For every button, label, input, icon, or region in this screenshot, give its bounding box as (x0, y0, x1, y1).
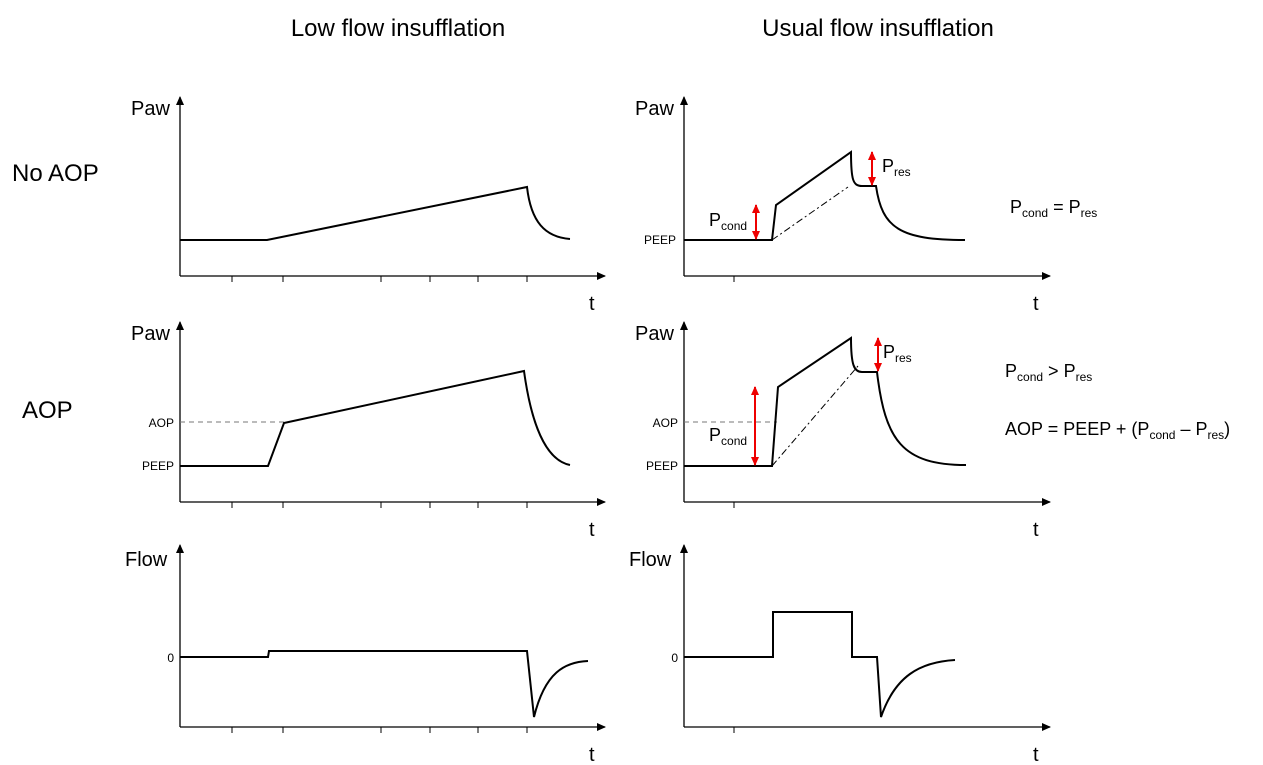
symbol: P (1064, 361, 1076, 381)
column-title: Usual flow insufflation (762, 15, 994, 42)
operator: = (1048, 197, 1069, 217)
symbol: P (1010, 197, 1022, 217)
pressure-curve (180, 185, 571, 241)
subscript: cond (1017, 370, 1043, 384)
pressure-curve (684, 150, 966, 241)
x-axis-label: t (589, 293, 595, 315)
equation: AOP = PEEP + (Pcond – Pres) (1005, 419, 1230, 442)
tick-marks (231, 276, 735, 733)
symbol: P (709, 425, 721, 445)
level-label: 0 (671, 651, 678, 665)
y-axis-label: Paw (635, 98, 674, 120)
subscript: cond (1022, 206, 1048, 220)
y-axis-label: Paw (131, 98, 170, 120)
x-axis-label: t (1033, 293, 1039, 315)
y-axis-label: Flow (629, 549, 672, 571)
subscript: res (1081, 206, 1098, 220)
level-label: AOP (149, 416, 174, 430)
level-label: PEEP (644, 233, 676, 247)
level-label: PEEP (646, 459, 678, 473)
operator: – (1175, 419, 1195, 439)
equation: Pcond > Pres (1005, 361, 1092, 384)
flow-curve (180, 650, 589, 718)
column-title: Low flow insufflation (291, 15, 505, 42)
pres-label: Pres (883, 342, 912, 365)
x-axis-label: t (589, 744, 595, 765)
row-label: No AOP (12, 160, 99, 187)
symbol: P (1137, 419, 1149, 439)
level-label: PEEP (142, 459, 174, 473)
elastic-line (771, 186, 849, 241)
pcond-label: Pcond (709, 425, 747, 448)
x-axis-label: t (589, 519, 595, 541)
subscript: res (1208, 428, 1225, 442)
symbol: P (1195, 419, 1207, 439)
equation-end: ) (1224, 419, 1230, 439)
elastic-line (771, 365, 859, 467)
subscript: cond (1149, 428, 1175, 442)
subscript: res (1076, 370, 1093, 384)
subscript: res (894, 165, 911, 179)
symbol: P (883, 342, 895, 362)
row-label: AOP (22, 397, 73, 424)
x-axis-label: t (1033, 519, 1039, 541)
equation-start: AOP = PEEP + ( (1005, 419, 1137, 439)
axes (176, 96, 1051, 733)
symbol: P (1069, 197, 1081, 217)
symbol: P (709, 210, 721, 230)
symbol: P (882, 156, 894, 176)
y-axis-label: Paw (131, 323, 170, 345)
y-axis-label: Flow (125, 549, 168, 571)
y-axis-label: Paw (635, 323, 674, 345)
symbol: P (1005, 361, 1017, 381)
level-label: AOP (653, 416, 678, 430)
operator: > (1043, 361, 1064, 381)
pres-label: Pres (882, 156, 911, 179)
equation: Pcond = Pres (1005, 197, 1097, 220)
subscript: res (895, 351, 912, 365)
pressure-curve (684, 336, 967, 467)
pcond-label: Pcond (709, 210, 747, 233)
level-label: 0 (167, 651, 174, 665)
x-axis-label: t (1033, 744, 1039, 765)
subscript: cond (721, 219, 747, 233)
pressure-curve (180, 369, 571, 467)
subscript: cond (721, 434, 747, 448)
flow-curve (684, 611, 956, 718)
